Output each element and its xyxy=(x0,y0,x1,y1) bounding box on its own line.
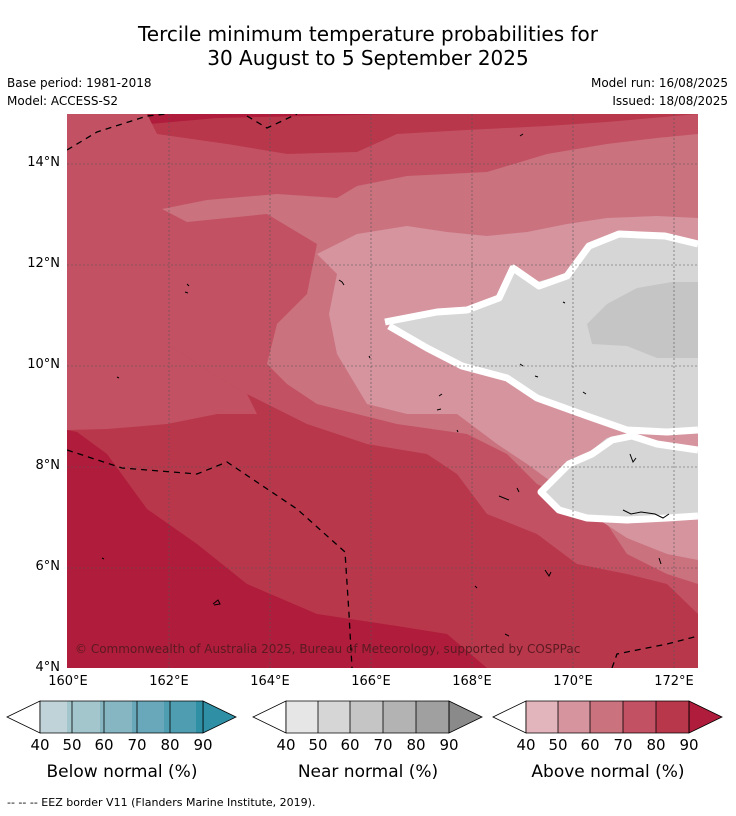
lon-label-166: 166°E xyxy=(351,674,391,689)
tick-label: 70 xyxy=(127,736,147,754)
lon-label-162: 162°E xyxy=(149,674,189,689)
tick-label: 80 xyxy=(160,736,180,754)
colorbar-below-normal xyxy=(6,700,237,734)
lon-label-160: 160°E xyxy=(48,674,88,689)
lat-label-6: 6°N xyxy=(35,559,61,574)
lat-label-14: 14°N xyxy=(27,155,60,170)
tick-label: 80 xyxy=(646,736,666,754)
near-normal-boundary-lower xyxy=(537,432,698,524)
lat-label-10: 10°N xyxy=(27,357,60,372)
issued-date: Issued: 18/08/2025 xyxy=(612,94,728,108)
tick-label: 70 xyxy=(613,736,633,754)
legend-caption-near: Near normal (%) xyxy=(297,762,439,782)
lon-label-168: 168°E xyxy=(452,674,492,689)
legend-caption-above: Above normal (%) xyxy=(531,762,685,782)
graticule xyxy=(67,114,698,668)
map-title: Tercile minimum temperature probabilitie… xyxy=(0,22,736,70)
tick-label: 40 xyxy=(30,736,50,754)
near-normal-boundary-upper xyxy=(384,230,698,436)
tick-label: 50 xyxy=(62,736,82,754)
model-run: Model run: 16/08/2025 xyxy=(590,76,728,90)
lat-label-8: 8°N xyxy=(35,458,61,473)
tick-label: 90 xyxy=(439,736,459,754)
tick-label: 90 xyxy=(193,736,213,754)
copyright-notice: © Commonwealth of Australia 2025, Bureau… xyxy=(75,642,581,656)
legend-near-normal xyxy=(252,700,484,738)
tick-label: 50 xyxy=(308,736,328,754)
colorbar-near-normal xyxy=(252,700,483,734)
legend-caption-below: Below normal (%) xyxy=(46,762,198,782)
title-line-1: Tercile minimum temperature probabilitie… xyxy=(137,22,599,46)
model-name: Model: ACCESS-S2 xyxy=(7,94,119,108)
legend-above-normal xyxy=(492,700,724,738)
tick-label: 60 xyxy=(580,736,600,754)
lon-label-164: 164°E xyxy=(250,674,290,689)
eez-borders xyxy=(67,114,698,668)
lon-label-172: 172°E xyxy=(654,674,694,689)
eez-footnote: -- -- -- EEZ border V11 (Flanders Marine… xyxy=(7,796,316,809)
tick-label: 60 xyxy=(340,736,360,754)
meta-right: Model run: 16/08/2025 Issued: 18/08/2025 xyxy=(591,74,728,110)
base-period: Base period: 1981-2018 xyxy=(7,76,152,90)
tick-label: 40 xyxy=(516,736,536,754)
title-line-2: 30 August to 5 September 2025 xyxy=(207,46,529,70)
legend-below-normal xyxy=(6,700,238,738)
region-above-70-lower xyxy=(67,344,257,430)
region-near-normal-lower xyxy=(539,434,698,518)
tick-label: 40 xyxy=(276,736,296,754)
tick-label: 70 xyxy=(373,736,393,754)
tick-label: 90 xyxy=(679,736,699,754)
islands xyxy=(101,133,670,637)
lat-label-12: 12°N xyxy=(27,256,60,271)
map-panel: © Commonwealth of Australia 2025, Bureau… xyxy=(67,114,698,668)
region-near-60 xyxy=(587,282,698,358)
tick-label: 50 xyxy=(548,736,568,754)
colorbar-above-normal xyxy=(492,700,723,734)
tick-label: 80 xyxy=(406,736,426,754)
probability-map xyxy=(67,114,698,668)
region-near-normal-upper xyxy=(387,232,698,432)
tick-label: 60 xyxy=(94,736,114,754)
meta-left: Base period: 1981-2018 Model: ACCESS-S2 xyxy=(7,74,152,110)
lon-label-170: 170°E xyxy=(553,674,593,689)
lat-label-4: 4°N xyxy=(35,660,61,675)
